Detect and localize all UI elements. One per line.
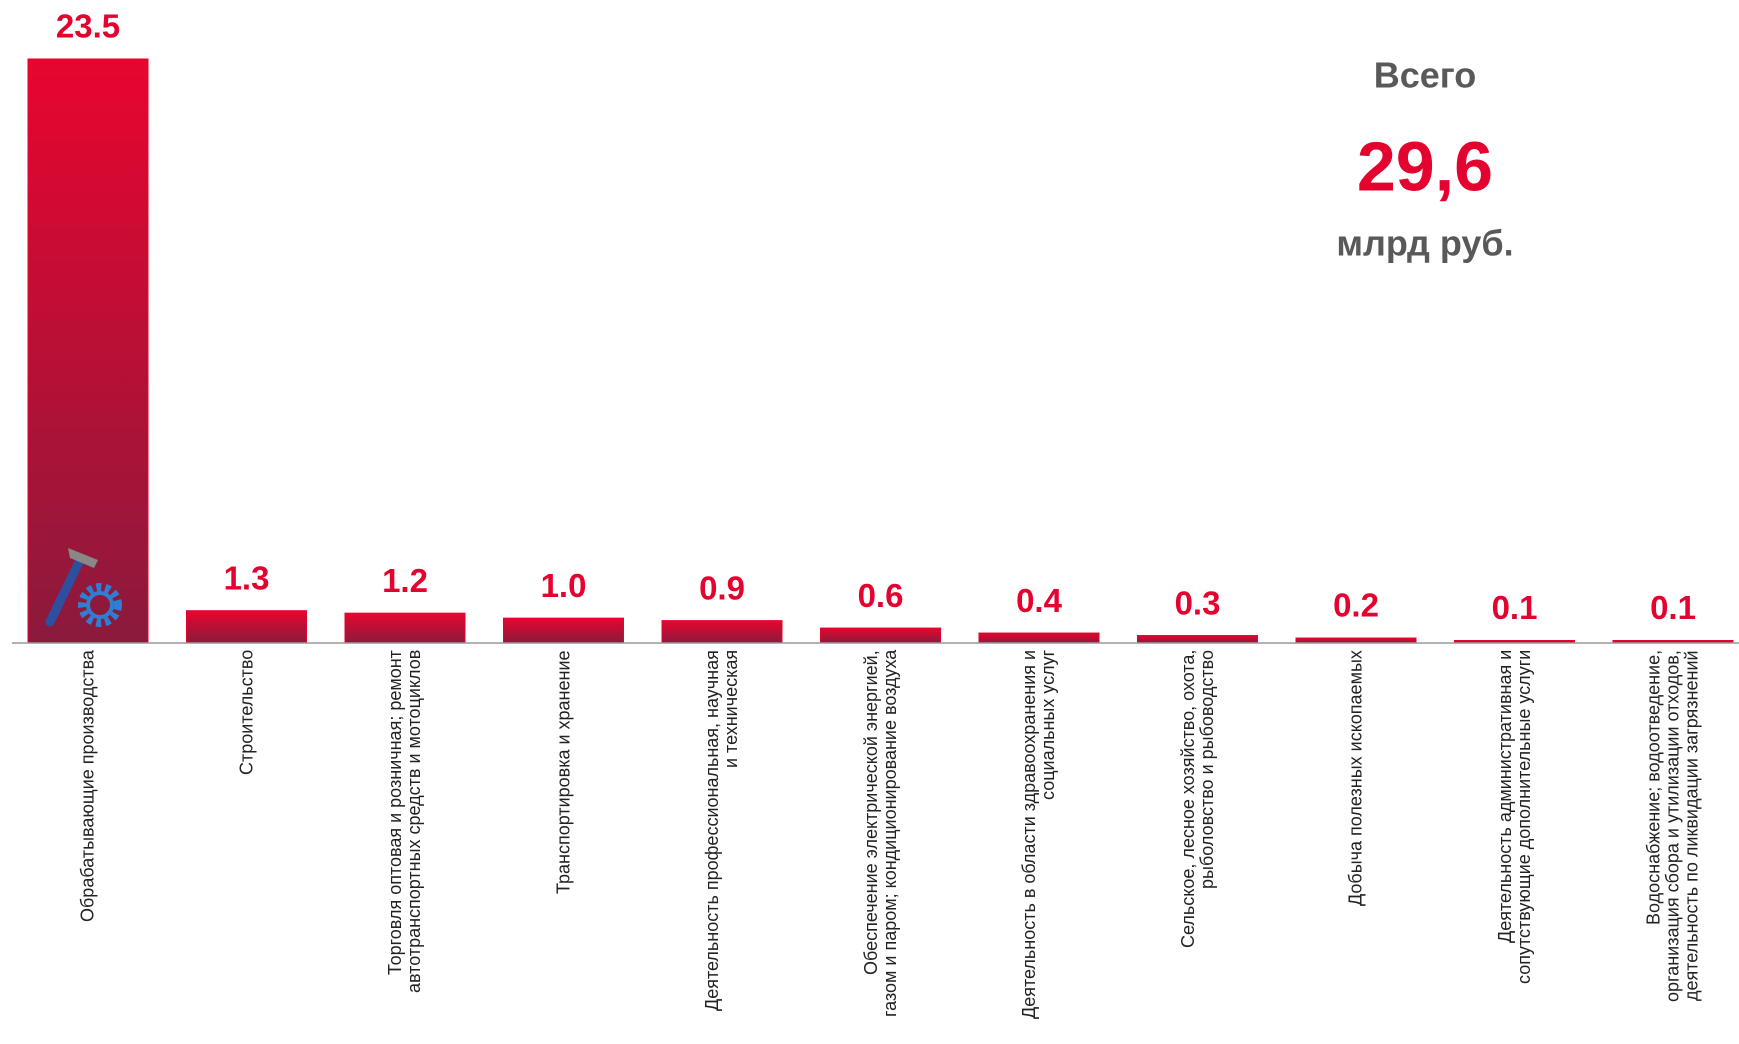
x-tick-label: Водоснабжение; водоотведение, организаци… bbox=[1643, 650, 1702, 1002]
x-tick-label: Обрабатывающие производства bbox=[77, 650, 98, 922]
value-label: 1.3 bbox=[224, 559, 270, 596]
icon bbox=[45, 548, 122, 627]
value-label: 0.1 bbox=[1650, 589, 1696, 626]
annotation: Всего bbox=[1374, 55, 1477, 96]
x-tick-label: Деятельность в области здравоохранения и… bbox=[1019, 650, 1058, 1020]
bar bbox=[978, 632, 1100, 644]
bar bbox=[820, 627, 941, 644]
annotation: 29,6 bbox=[1357, 127, 1493, 205]
value-label: 1.2 bbox=[382, 562, 428, 599]
bar bbox=[27, 58, 149, 644]
value-label: 0.3 bbox=[1175, 584, 1221, 621]
x-tick-label: Добыча полезных ископаемых bbox=[1345, 650, 1366, 906]
x-tick-label: Деятельность профессиональная, научная и… bbox=[702, 650, 741, 1011]
value-label: 0.1 bbox=[1492, 589, 1538, 626]
x-tick-label: Обеспечение электрической энергией, газо… bbox=[860, 650, 900, 1018]
annotation: млрд руб. bbox=[1336, 223, 1513, 264]
bar bbox=[344, 612, 466, 644]
bar bbox=[661, 620, 783, 644]
value-label: 0.6 bbox=[858, 577, 904, 614]
bar bbox=[1137, 635, 1258, 644]
bar bbox=[186, 610, 307, 644]
x-tick-label: Строительство bbox=[236, 650, 256, 776]
bar bbox=[503, 617, 624, 644]
value-label: 0.4 bbox=[1016, 582, 1063, 619]
x-tick-label: Сельское, лесное хозяйство, охота, рыбол… bbox=[1177, 650, 1217, 949]
value-label: 1.0 bbox=[541, 567, 587, 604]
x-tick-label: Торговля оптовая и розничная; ремонт авт… bbox=[385, 650, 424, 994]
x-tick-label: Деятельность административная и сопутств… bbox=[1494, 650, 1534, 985]
value-label: 0.9 bbox=[699, 569, 745, 606]
x-tick-label: Транспортировка и хранение bbox=[553, 650, 573, 894]
value-label: 23.5 bbox=[56, 8, 120, 45]
value-label: 0.2 bbox=[1333, 587, 1379, 624]
